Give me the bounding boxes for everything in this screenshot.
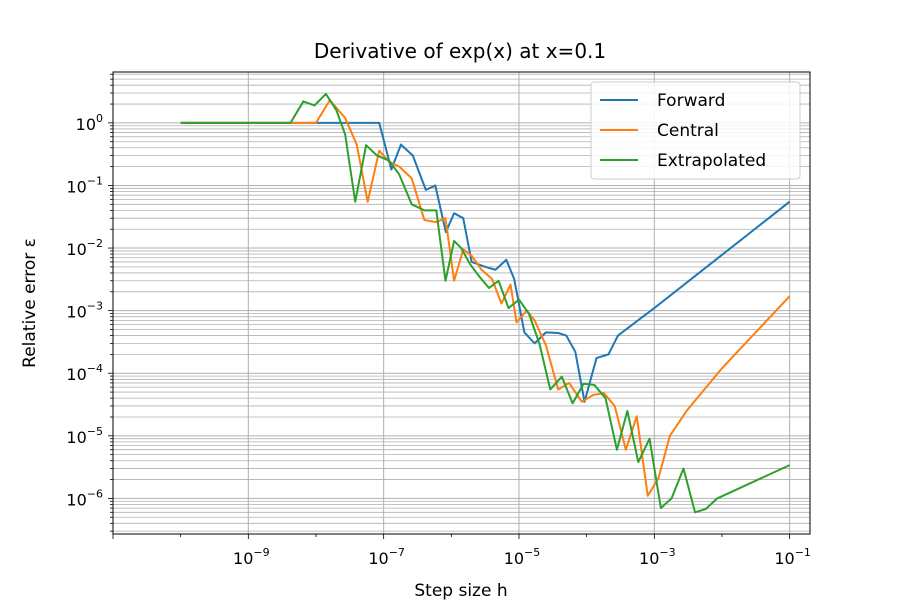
x-tick-label: 10−7: [368, 546, 405, 568]
grid: [112, 72, 810, 534]
x-axis-label: Step size h: [414, 581, 507, 600]
y-tick-label: 10−5: [66, 425, 103, 447]
chart-title: Derivative of exp(x) at x=0.1: [314, 39, 606, 63]
x-tick-label: 10−3: [639, 546, 676, 568]
plot-frame: [112, 71, 811, 535]
y-tick-label: 10−3: [66, 300, 103, 322]
legend-box: [590, 81, 801, 180]
y-tick-label: 10−2: [66, 237, 103, 259]
y-tick-label: 100: [76, 112, 103, 134]
x-tick-label: 10−5: [504, 546, 541, 568]
series-line-central: [180, 99, 791, 497]
series-line-forward: [180, 121, 791, 403]
ticks: 10−9 10−7 10−5 10−3 10−1 100 10−1 10−2 10−3 10−4 1…: [66, 73, 811, 568]
legend-label: Forward: [657, 91, 725, 111]
legend: Forward Central Extrapolated: [590, 81, 801, 180]
series-layer: [180, 92, 791, 514]
legend-label: Central: [657, 121, 719, 141]
x-tick-label: 10−1: [774, 546, 811, 568]
x-tick-label: 10−9: [233, 546, 270, 568]
series-line-extrapolated: [180, 92, 791, 514]
y-axis-label: Relative error ε: [20, 238, 40, 368]
y-tick-label: 10−6: [66, 487, 103, 509]
y-tick-label: 10−1: [66, 174, 103, 196]
legend-label: Extrapolated: [657, 151, 766, 171]
y-tick-label: 10−4: [66, 362, 103, 384]
